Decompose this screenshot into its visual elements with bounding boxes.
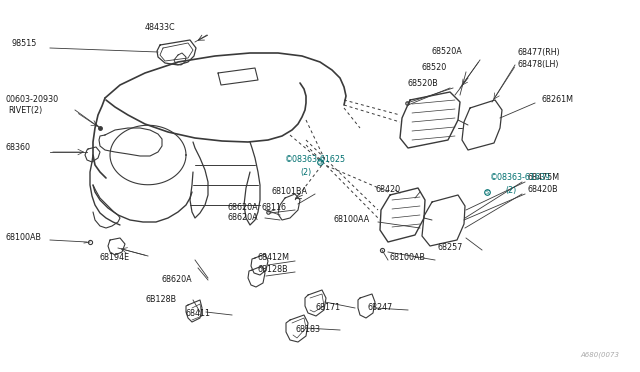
Text: 68100AB: 68100AB [390,253,426,263]
Text: 68183: 68183 [295,326,320,334]
Text: 68620A: 68620A [162,276,193,285]
Text: ©08363-61639: ©08363-61639 [490,173,551,183]
Text: 68412M: 68412M [258,253,290,263]
Text: 68116: 68116 [262,202,287,212]
Text: 68620A: 68620A [228,214,259,222]
Text: 68520B: 68520B [408,80,439,89]
Text: 68520A: 68520A [432,48,463,57]
Text: 68101BA: 68101BA [272,187,308,196]
Text: 68100AB: 68100AB [5,232,41,241]
Text: 6B128B: 6B128B [145,295,176,305]
Text: 68194E: 68194E [100,253,130,263]
Text: 68475M: 68475M [528,173,560,183]
Text: ©08363-61625: ©08363-61625 [285,155,346,164]
Text: 68171: 68171 [315,304,340,312]
Text: 68128B: 68128B [258,266,289,275]
Text: A680(0073: A680(0073 [580,352,619,358]
Text: S: S [485,189,488,195]
Text: 68247: 68247 [368,304,393,312]
Text: 00603-20930: 00603-20930 [5,96,58,105]
Text: 68257: 68257 [438,244,463,253]
Text: (2): (2) [505,186,516,195]
Text: 68420: 68420 [375,186,400,195]
Text: 68360: 68360 [5,144,30,153]
Text: 68620A: 68620A [228,202,259,212]
Text: 68478(LH): 68478(LH) [518,60,559,68]
Text: 68420B: 68420B [528,186,559,195]
Text: 68477(RH): 68477(RH) [518,48,561,57]
Text: 48433C: 48433C [145,23,175,32]
Text: 98515: 98515 [12,38,37,48]
Text: (2): (2) [300,167,311,176]
Text: 68411: 68411 [185,308,210,317]
Text: RIVET(2): RIVET(2) [8,106,42,115]
Text: 68100AA: 68100AA [333,215,369,224]
Text: S: S [319,160,321,164]
Text: 68261M: 68261M [542,96,574,105]
Text: 68520: 68520 [422,64,447,73]
